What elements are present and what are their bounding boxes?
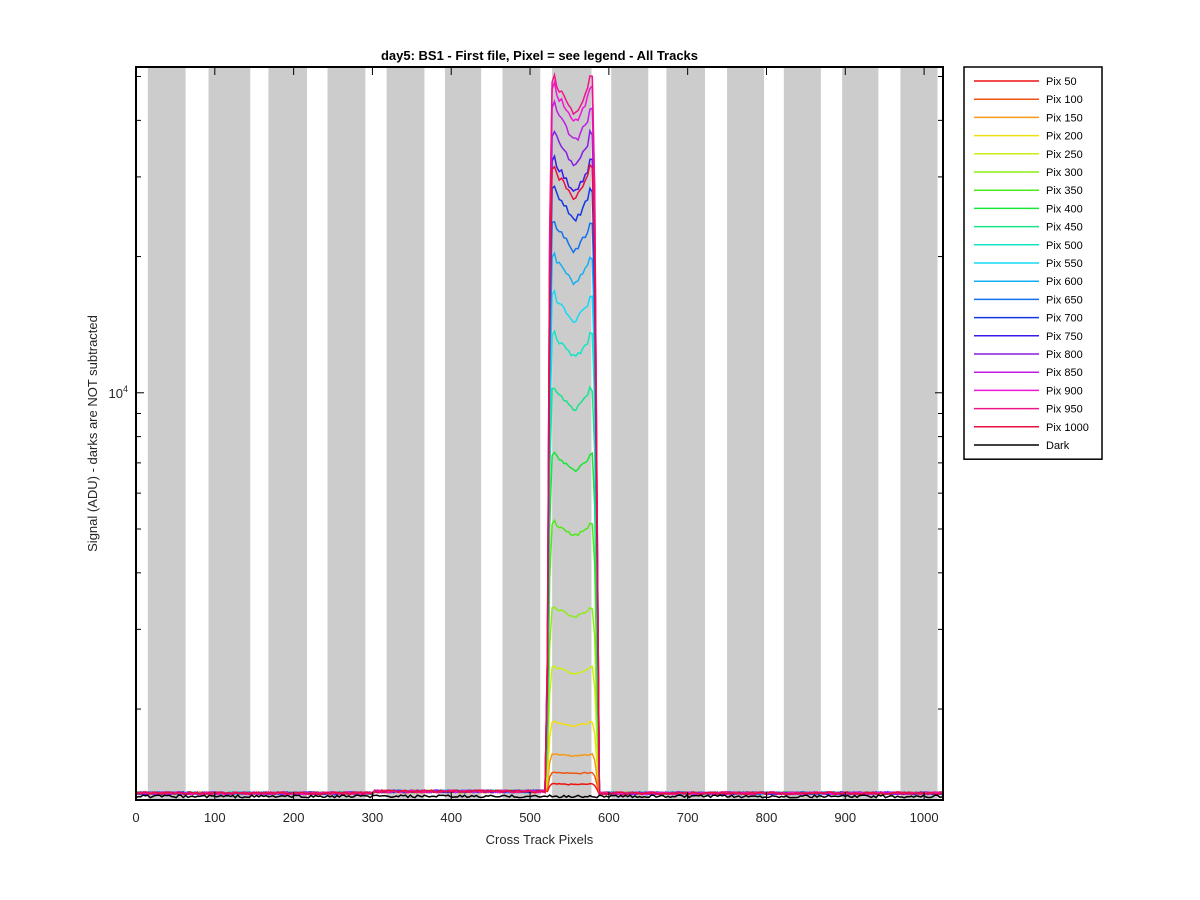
- track-band-12: [783, 67, 821, 800]
- track-band-4: [327, 67, 366, 800]
- legend-label: Pix 1000: [1046, 422, 1089, 434]
- y-axis-label: Signal (ADU) - darks are NOT subtracted: [85, 315, 100, 552]
- legend-label: Pix 950: [1046, 404, 1083, 416]
- track-band-6: [444, 67, 482, 800]
- x-tick-label: 900: [834, 810, 856, 825]
- track-band-9: [611, 67, 649, 800]
- legend-label: Pix 800: [1046, 349, 1083, 361]
- legend-label: Pix 650: [1046, 294, 1083, 306]
- track-band-11: [727, 67, 765, 800]
- legend-label: Pix 400: [1046, 203, 1083, 215]
- x-tick-label: 600: [598, 810, 620, 825]
- x-tick-label: 700: [677, 810, 699, 825]
- track-band-13: [842, 67, 879, 800]
- legend-label: Pix 600: [1046, 276, 1083, 288]
- legend-label: Pix 750: [1046, 331, 1083, 343]
- plot-area: 0 100 200 300 400 500 600 700 800 900 1000 104: [109, 66, 944, 825]
- track-band-2: [208, 67, 251, 800]
- axis-ticks: 0 100 200 300 400 500 600 700 800 900 1000 104: [109, 67, 943, 825]
- legend-label: Pix 200: [1046, 131, 1083, 143]
- chart-title: day5: BS1 - First file, Pixel = see lege…: [381, 48, 698, 63]
- legend-label: Pix 700: [1046, 313, 1083, 325]
- x-axis-label: Cross Track Pixels: [486, 832, 594, 847]
- legend-label: Pix 50: [1046, 76, 1077, 88]
- series-line-pix-1000: [135, 163, 943, 796]
- legend-label: Pix 850: [1046, 367, 1083, 379]
- x-tick-label: 100: [204, 810, 226, 825]
- series-lines: [135, 71, 943, 799]
- track-band-10: [666, 67, 705, 800]
- x-tick-label: 0: [132, 810, 139, 825]
- x-tick-label: 300: [362, 810, 384, 825]
- x-tick-label: 500: [519, 810, 541, 825]
- legend-label: Pix 300: [1046, 167, 1083, 179]
- track-band-1: [147, 67, 186, 800]
- axes-frame: [135, 66, 944, 801]
- x-tick-label: 400: [440, 810, 462, 825]
- legend-label: Pix 350: [1046, 185, 1083, 197]
- legend-label: Pix 450: [1046, 222, 1083, 234]
- x-tick-label: 800: [756, 810, 778, 825]
- track-band-5: [386, 67, 425, 800]
- x-tick-label: 1000: [910, 810, 939, 825]
- legend-label: Pix 100: [1046, 94, 1083, 106]
- legend-label: Pix 150: [1046, 112, 1083, 124]
- legend-label: Pix 500: [1046, 240, 1083, 252]
- legend-label: Pix 900: [1046, 385, 1083, 397]
- y-tick-label: 104: [109, 384, 128, 401]
- track-band-14: [900, 67, 938, 800]
- x-tick-label: 200: [283, 810, 305, 825]
- track-bands: [147, 67, 938, 800]
- legend-label: Dark: [1046, 440, 1070, 452]
- track-band-3: [268, 67, 308, 800]
- track-band-7: [502, 67, 541, 800]
- series-line-dark: [135, 794, 943, 799]
- legend-label: Pix 550: [1046, 258, 1083, 270]
- legend: Pix 50 Pix 100 Pix 150 Pix 200 Pix 250 Pix 30…: [963, 66, 1103, 460]
- legend-label: Pix 250: [1046, 149, 1083, 161]
